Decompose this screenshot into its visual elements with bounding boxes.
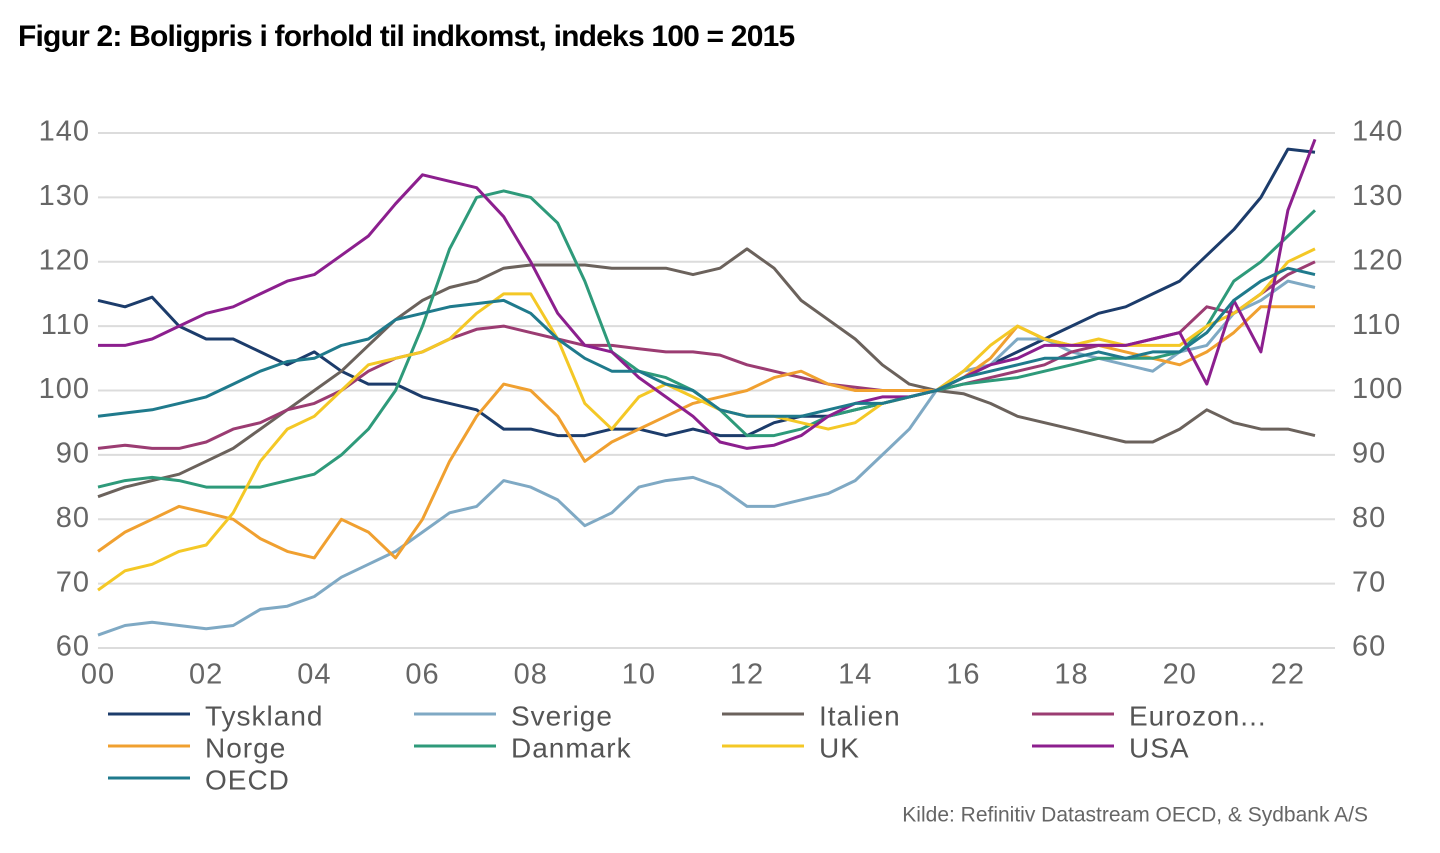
- series-line: [97, 279, 1316, 637]
- legend-label: Eurozon...: [1129, 700, 1267, 731]
- x-tick-label: 08: [514, 659, 548, 691]
- series-line: [97, 247, 1316, 499]
- x-tick-label: 10: [622, 659, 656, 691]
- y-tick-label: 140: [39, 116, 90, 148]
- y2-tick-label: 70: [1352, 566, 1386, 598]
- y2-tick-label: 90: [1352, 438, 1386, 470]
- x-tick-label: 06: [405, 659, 439, 691]
- x-tick-label: 20: [1163, 659, 1197, 691]
- y-tick-label: 80: [56, 502, 90, 534]
- y2-tick-label: 110: [1352, 309, 1401, 341]
- series-line: [98, 138, 1317, 450]
- series-line: [97, 247, 1316, 592]
- x-tick-label: 14: [838, 659, 872, 691]
- legend-label: USA: [1129, 732, 1190, 763]
- y-tick-label: 90: [56, 438, 90, 470]
- x-tick-label: 00: [81, 659, 115, 691]
- series-line: [97, 266, 1316, 418]
- y2-tick-label: 80: [1352, 502, 1386, 534]
- y-tick-label: 130: [39, 180, 90, 212]
- y-tick-label: 110: [41, 309, 90, 341]
- source: Kilde: Refinitiv Datastream OECD, & Sydb…: [902, 804, 1368, 827]
- y2-tick-label: 100: [1352, 373, 1403, 405]
- legend-label: OECD: [205, 764, 290, 795]
- legend-label: Norge: [205, 732, 286, 763]
- legend-label: Italien: [819, 700, 901, 731]
- x-tick-label: 22: [1271, 659, 1305, 691]
- y2-tick-label: 60: [1352, 631, 1386, 663]
- y2-tick-label: 120: [1352, 244, 1403, 276]
- x-tick-label: 04: [297, 659, 331, 691]
- legend-label: UK: [819, 732, 860, 763]
- y2-tick-label: 140: [1352, 116, 1403, 148]
- y-tick-label: 100: [39, 373, 90, 405]
- x-tick-label: 16: [946, 659, 980, 691]
- legend-label: Sverige: [511, 700, 613, 731]
- x-tick-label: 12: [730, 659, 764, 691]
- series-line: [97, 260, 1316, 450]
- y-tick-label: 120: [39, 244, 90, 276]
- x-tick-label: 18: [1054, 659, 1088, 691]
- series-line: [97, 147, 1316, 438]
- y-tick-label: 60: [56, 631, 90, 663]
- legend-label: Tyskland: [205, 700, 324, 731]
- legend-label: Danmark: [511, 732, 632, 763]
- y-tick-label: 70: [56, 566, 90, 598]
- chart-title: Figur 2: Boligpris i forhold til indkoms…: [18, 20, 794, 53]
- x-tick-label: 02: [189, 659, 223, 691]
- y2-tick-label: 130: [1352, 180, 1403, 212]
